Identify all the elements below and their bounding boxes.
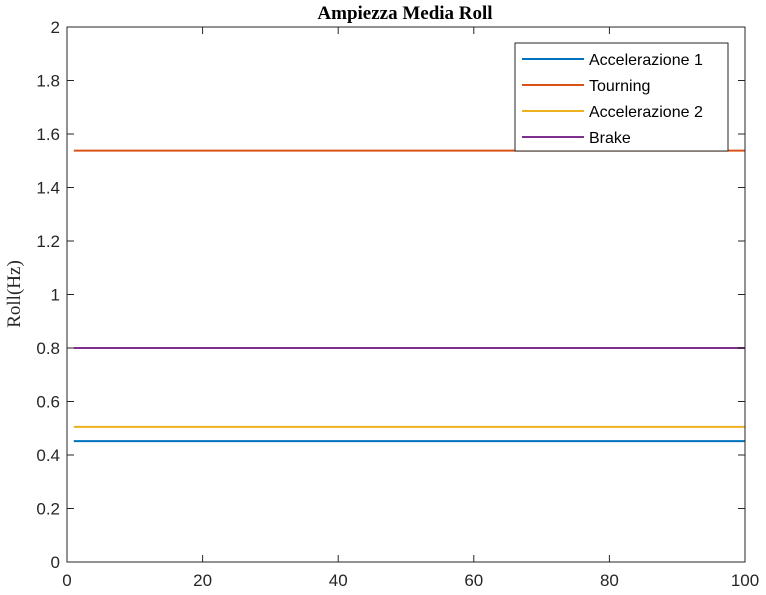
tick-labels: 0 20 40 60 80 100 0 0.2 0.4 0.6 0.8 1 1.2 1.4 1.6 1.8 2 — [36, 18, 759, 590]
x-tick-label: 100 — [731, 571, 759, 590]
y-tick-label: 1 — [51, 286, 60, 305]
x-tick-label: 40 — [329, 571, 348, 590]
chart-title: Ampiezza Media Roll — [317, 3, 492, 24]
x-tick-label: 80 — [600, 571, 619, 590]
x-tick-label: 20 — [193, 571, 212, 590]
legend-label-1: Accelerazione 1 — [589, 52, 703, 69]
legend-label-4: Brake — [589, 130, 631, 147]
legend-label-2: Tourning — [589, 78, 650, 95]
series-group — [73, 149, 745, 443]
x-tick-label: 0 — [62, 571, 71, 590]
y-tick-label: 1.6 — [36, 125, 60, 144]
y-tick-label: 1.8 — [36, 72, 60, 91]
y-tick-label: 1.2 — [36, 232, 60, 251]
y-axis-label: Roll(Hz) — [4, 260, 25, 328]
y-tick-label: 2 — [51, 18, 60, 37]
legend-box — [514, 42, 729, 152]
x-tick-label: 60 — [464, 571, 483, 590]
y-tick-label: 1.4 — [36, 179, 60, 198]
y-tick-label: 0.4 — [36, 446, 60, 465]
y-tick-label: 0.6 — [36, 393, 60, 412]
axes — [66, 26, 746, 563]
y-tick-label: 0.8 — [36, 339, 60, 358]
y-tick-label: 0 — [51, 553, 60, 572]
y-tick-label: 0.2 — [36, 500, 60, 519]
legend-label-3: Accelerazione 2 — [589, 104, 703, 121]
legend: Accelerazione 1 Tourning Accelerazione 2 Br… — [514, 42, 729, 152]
